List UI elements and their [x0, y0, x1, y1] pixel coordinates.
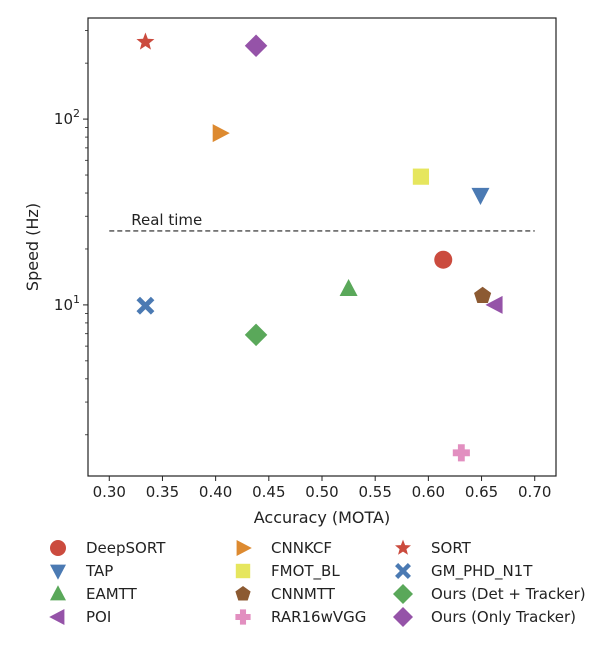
data-point-stroke: [136, 296, 155, 315]
x-tick-label: 0.30: [93, 483, 126, 501]
y-tick-exponent: 2: [73, 107, 80, 120]
data-point: [136, 296, 155, 315]
legend-marker: [235, 609, 251, 625]
real-time-reference: Real time: [109, 211, 535, 232]
data-point: [474, 286, 492, 304]
legend: DeepSORT TAP EAMTT POI CNNKCF FMOT_BL CNNMTT RA…: [49, 539, 586, 627]
data-point: [452, 444, 470, 462]
x-tick-label: 0.65: [465, 483, 498, 501]
legend-label: SORT: [431, 539, 472, 557]
y-tick-label: 102: [54, 107, 80, 128]
legend-label: CNNMTT: [271, 585, 336, 603]
legend-marker: [395, 539, 411, 555]
y-axis-label: Speed (Hz): [23, 203, 42, 291]
x-tick-label: 0.45: [252, 483, 285, 501]
legend-marker: [50, 540, 66, 556]
plot-area: [87, 17, 557, 477]
legend-marker: [235, 563, 251, 579]
data-point: [339, 278, 358, 297]
y-tick-exponent: 1: [73, 293, 80, 306]
legend-label: TAP: [85, 562, 113, 580]
legend-label: EAMTT: [86, 585, 138, 603]
x-tick-label: 0.40: [199, 483, 232, 501]
x-tick-label: 0.35: [146, 483, 179, 501]
legend-marker: [49, 609, 65, 625]
legend-marker: [393, 584, 413, 604]
legend-marker: [50, 585, 66, 601]
x-tick-label: 0.70: [518, 483, 551, 501]
x-tick-label: 0.55: [358, 483, 391, 501]
legend-label: POI: [86, 608, 111, 626]
data-point: [485, 295, 503, 314]
x-axis-label: Accuracy (MOTA): [254, 508, 391, 527]
axis-ticks: 0.30 0.35 0.40 0.45 0.50 0.55 0.60 0.65 0.701011…: [54, 107, 552, 501]
data-point: [412, 168, 430, 185]
data-point: [136, 32, 155, 50]
data-markers: [136, 32, 503, 462]
data-point: [244, 34, 268, 58]
legend-label: CNNKCF: [271, 539, 332, 557]
legend-marker: [50, 564, 66, 580]
legend-marker: [393, 607, 413, 627]
legend-label: Ours (Only Tracker): [431, 608, 576, 626]
data-point: [434, 250, 453, 269]
legend-label: RAR16wVGG: [271, 608, 366, 626]
y-tick-base: 10: [54, 110, 73, 128]
y-tick-base: 10: [54, 296, 73, 314]
data-point: [471, 187, 490, 205]
legend-label: Ours (Det + Tracker): [431, 585, 586, 603]
legend-marker-stroke: [395, 563, 411, 579]
legend-marker: [236, 540, 252, 556]
y-minor-ticks: [85, 30, 88, 436]
data-point: [212, 124, 230, 143]
legend-marker: [395, 563, 411, 579]
legend-marker: [235, 586, 251, 601]
legend-label: DeepSORT: [86, 539, 166, 557]
real-time-label: Real time: [131, 211, 202, 229]
y-tick-label: 101: [54, 293, 80, 314]
data-point: [244, 323, 268, 347]
legend-label: GM_PHD_N1T: [431, 562, 533, 581]
x-tick-label: 0.50: [305, 483, 338, 501]
x-tick-label: 0.60: [412, 483, 445, 501]
legend-label: FMOT_BL: [271, 562, 340, 581]
